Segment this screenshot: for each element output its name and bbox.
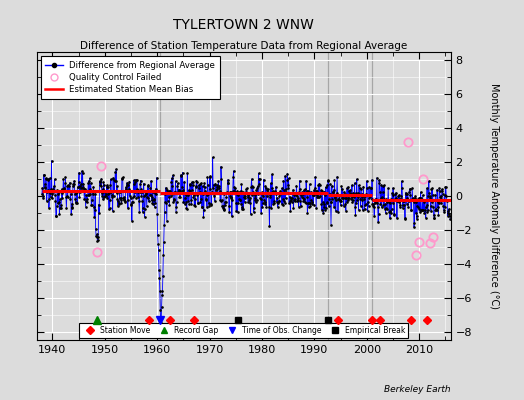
- Text: Berkeley Earth: Berkeley Earth: [384, 385, 451, 394]
- Y-axis label: Monthly Temperature Anomaly Difference (°C): Monthly Temperature Anomaly Difference (…: [489, 83, 499, 309]
- Legend: Station Move, Record Gap, Time of Obs. Change, Empirical Break: Station Move, Record Gap, Time of Obs. C…: [79, 322, 408, 338]
- Title: Difference of Station Temperature Data from Regional Average: Difference of Station Temperature Data f…: [80, 41, 407, 51]
- Text: TYLERTOWN 2 WNW: TYLERTOWN 2 WNW: [173, 18, 314, 32]
